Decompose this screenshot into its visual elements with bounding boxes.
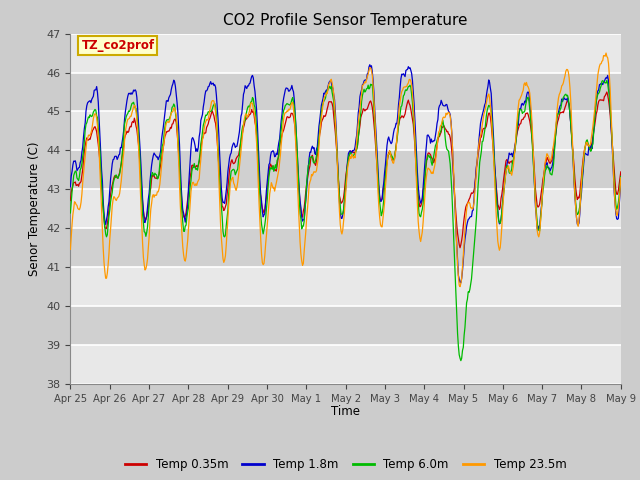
Bar <box>70 189 621 228</box>
Temp 1.8m <box>617 179 625 184</box>
Bar <box>70 111 621 150</box>
Temp 23.5m <box>531 185 538 191</box>
Temp 6.0m <box>531 185 538 191</box>
Title: CO2 Profile Sensor Temperature: CO2 Profile Sensor Temperature <box>223 13 468 28</box>
Temp 1.8m <box>457 280 465 286</box>
Temp 0.35m <box>566 109 574 115</box>
Bar <box>70 72 621 111</box>
Temp 1.8m <box>213 104 221 109</box>
Y-axis label: Senor Temperature (C): Senor Temperature (C) <box>28 142 41 276</box>
Temp 1.8m <box>366 62 374 68</box>
Temp 6.0m <box>213 129 221 134</box>
Temp 1.8m <box>82 108 90 114</box>
Temp 6.0m <box>566 110 574 116</box>
Temp 23.5m <box>82 146 90 152</box>
Temp 0.35m <box>531 172 538 178</box>
Bar <box>70 345 621 384</box>
Temp 23.5m <box>156 181 164 187</box>
Temp 23.5m <box>246 105 254 110</box>
Temp 23.5m <box>213 135 221 141</box>
Temp 1.8m <box>156 153 164 158</box>
Temp 0.35m <box>603 89 611 95</box>
Temp 0.35m <box>246 112 254 118</box>
Temp 6.0m <box>603 77 611 83</box>
Bar <box>70 228 621 267</box>
Temp 23.5m <box>617 175 625 180</box>
Temp 23.5m <box>566 84 574 90</box>
Temp 0.35m <box>156 167 164 172</box>
Temp 23.5m <box>67 247 74 252</box>
Temp 0.35m <box>617 169 625 175</box>
Temp 23.5m <box>602 50 610 56</box>
Temp 6.0m <box>246 102 254 108</box>
Line: Temp 1.8m: Temp 1.8m <box>70 65 621 283</box>
Text: TZ_co2prof: TZ_co2prof <box>81 39 154 52</box>
Line: Temp 6.0m: Temp 6.0m <box>70 80 621 360</box>
Line: Temp 23.5m: Temp 23.5m <box>70 53 621 287</box>
Temp 0.35m <box>67 198 74 204</box>
Temp 23.5m <box>456 284 464 289</box>
Legend: Temp 0.35m, Temp 1.8m, Temp 6.0m, Temp 23.5m: Temp 0.35m, Temp 1.8m, Temp 6.0m, Temp 2… <box>120 454 571 476</box>
X-axis label: Time: Time <box>331 405 360 418</box>
Bar <box>70 306 621 345</box>
Temp 6.0m <box>457 358 465 363</box>
Bar <box>70 150 621 189</box>
Line: Temp 0.35m: Temp 0.35m <box>70 92 621 248</box>
Temp 1.8m <box>67 184 74 190</box>
Temp 6.0m <box>156 161 164 167</box>
Temp 1.8m <box>567 120 575 126</box>
Bar <box>70 34 621 72</box>
Temp 0.35m <box>82 138 90 144</box>
Temp 0.35m <box>456 245 464 251</box>
Temp 0.35m <box>213 138 221 144</box>
Temp 1.8m <box>532 204 540 210</box>
Bar <box>70 267 621 306</box>
Temp 1.8m <box>246 80 254 86</box>
Temp 6.0m <box>67 210 74 216</box>
Temp 6.0m <box>617 174 625 180</box>
Temp 6.0m <box>82 121 90 127</box>
